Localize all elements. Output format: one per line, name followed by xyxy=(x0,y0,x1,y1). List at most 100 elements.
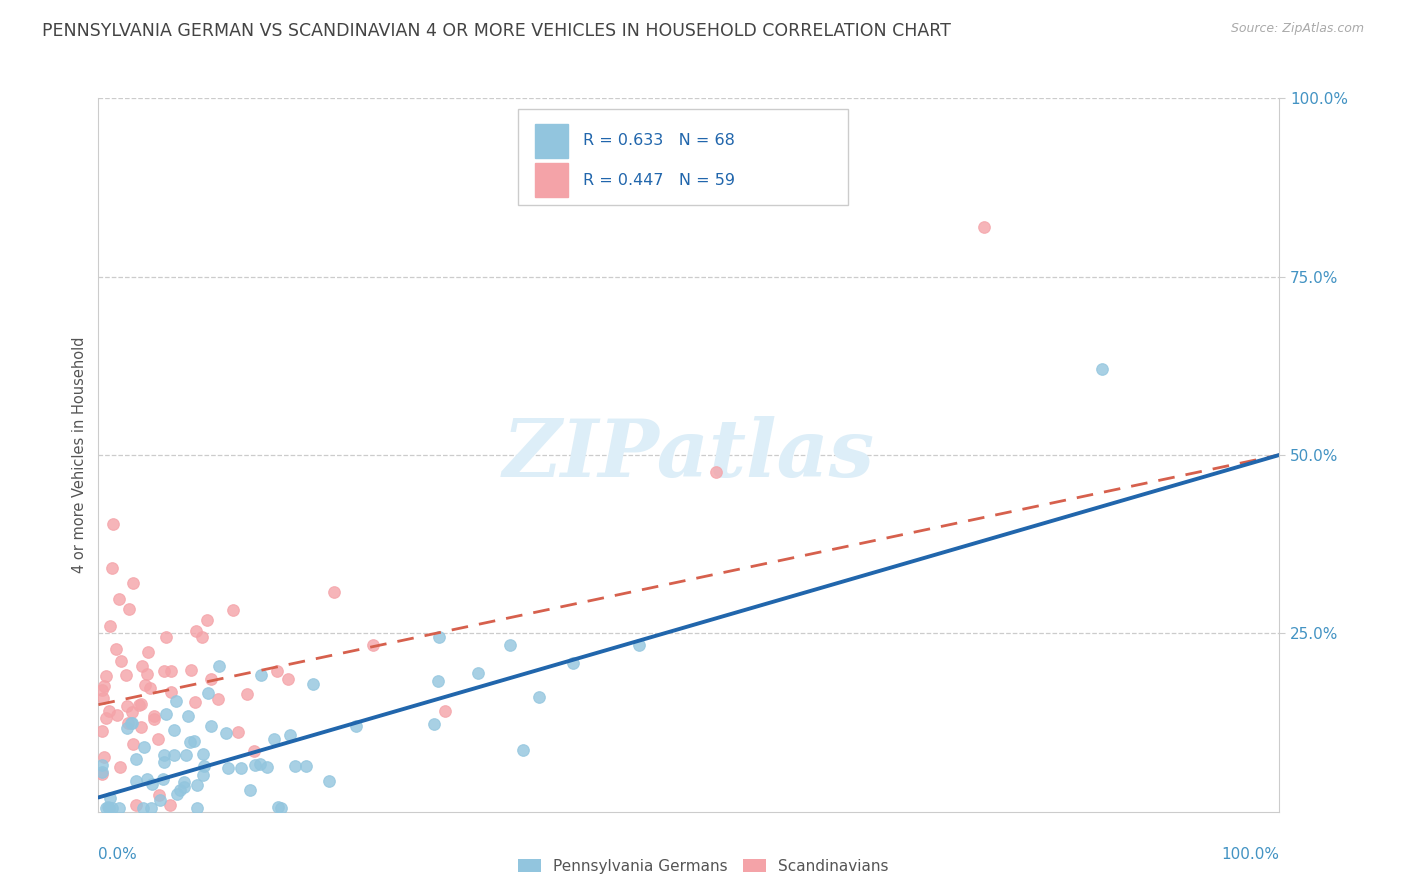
Point xyxy=(177,709,200,723)
Point xyxy=(193,747,215,762)
Point xyxy=(101,516,124,531)
Point xyxy=(434,704,457,718)
Point xyxy=(270,801,292,815)
Point xyxy=(222,603,245,617)
Point xyxy=(128,698,150,713)
Point xyxy=(91,723,114,738)
Point xyxy=(91,766,114,780)
Point xyxy=(200,673,222,687)
Point xyxy=(134,739,156,754)
Y-axis label: 4 or more Vehicles in Household: 4 or more Vehicles in Household xyxy=(72,336,87,574)
Bar xyxy=(536,124,568,158)
Point xyxy=(180,663,202,677)
Point xyxy=(323,584,346,599)
Point xyxy=(121,576,143,591)
Point xyxy=(243,757,266,772)
Point xyxy=(186,801,208,815)
Point xyxy=(96,801,118,815)
Point xyxy=(284,758,307,772)
Point xyxy=(160,664,183,678)
Point xyxy=(143,709,166,723)
Point xyxy=(277,672,299,686)
Point xyxy=(136,645,159,659)
Point xyxy=(153,747,176,762)
Point xyxy=(512,743,534,757)
Point xyxy=(186,778,208,792)
Point xyxy=(153,756,176,770)
Point xyxy=(562,656,585,670)
Point xyxy=(427,630,450,644)
Text: PENNSYLVANIA GERMAN VS SCANDINAVIAN 4 OR MORE VEHICLES IN HOUSEHOLD CORRELATION : PENNSYLVANIA GERMAN VS SCANDINAVIAN 4 OR… xyxy=(42,22,950,40)
Point xyxy=(195,613,218,627)
Point xyxy=(163,723,186,738)
Point xyxy=(125,797,148,812)
Point xyxy=(91,758,114,772)
Point xyxy=(108,760,131,774)
Point xyxy=(129,697,152,711)
Point xyxy=(249,756,271,771)
Point xyxy=(226,725,249,739)
Point xyxy=(117,699,139,714)
Point xyxy=(94,711,117,725)
Point xyxy=(118,601,141,615)
Point xyxy=(235,687,257,701)
Point xyxy=(208,658,231,673)
Point xyxy=(110,654,132,668)
Point xyxy=(256,760,278,774)
Point xyxy=(173,774,195,789)
Point xyxy=(98,791,121,805)
Point xyxy=(193,759,215,773)
Point xyxy=(197,686,219,700)
Legend: Pennsylvania Germans, Scandinavians: Pennsylvania Germans, Scandinavians xyxy=(512,853,894,880)
Point xyxy=(139,801,162,815)
Point xyxy=(136,666,159,681)
Point xyxy=(361,638,384,652)
Text: Source: ZipAtlas.com: Source: ZipAtlas.com xyxy=(1230,22,1364,36)
Point xyxy=(97,799,120,814)
Point xyxy=(108,592,131,607)
Point xyxy=(98,619,121,633)
Point xyxy=(295,759,318,773)
Point xyxy=(183,734,205,748)
Point xyxy=(218,761,240,775)
Point xyxy=(166,787,188,801)
Point xyxy=(98,704,121,718)
Point xyxy=(129,720,152,734)
Point xyxy=(105,708,128,723)
Bar xyxy=(536,163,568,197)
Point xyxy=(91,682,114,697)
FancyBboxPatch shape xyxy=(517,109,848,205)
Point xyxy=(628,638,651,652)
Point xyxy=(243,744,266,758)
Point xyxy=(165,694,187,708)
Point xyxy=(467,666,489,681)
Point xyxy=(135,772,157,786)
Point xyxy=(122,737,145,751)
Point xyxy=(344,719,367,733)
Point xyxy=(115,721,138,735)
Point xyxy=(132,801,155,815)
Point xyxy=(134,678,156,692)
Point xyxy=(193,768,215,782)
Point xyxy=(215,726,238,740)
Point xyxy=(155,630,177,644)
Point xyxy=(101,561,124,575)
Point xyxy=(93,750,115,764)
Point xyxy=(101,801,124,815)
Point xyxy=(121,705,143,719)
Point xyxy=(96,669,118,683)
Point xyxy=(120,715,142,730)
Point xyxy=(229,761,252,775)
Point xyxy=(266,664,288,678)
Point xyxy=(200,719,222,733)
Point xyxy=(117,715,139,730)
Point xyxy=(267,800,290,814)
Point xyxy=(1091,362,1114,376)
Point xyxy=(173,780,195,795)
Point xyxy=(149,793,172,807)
Point xyxy=(159,797,181,812)
Point xyxy=(125,773,148,788)
Point xyxy=(93,679,115,693)
Point xyxy=(148,789,170,803)
Point xyxy=(155,706,177,721)
